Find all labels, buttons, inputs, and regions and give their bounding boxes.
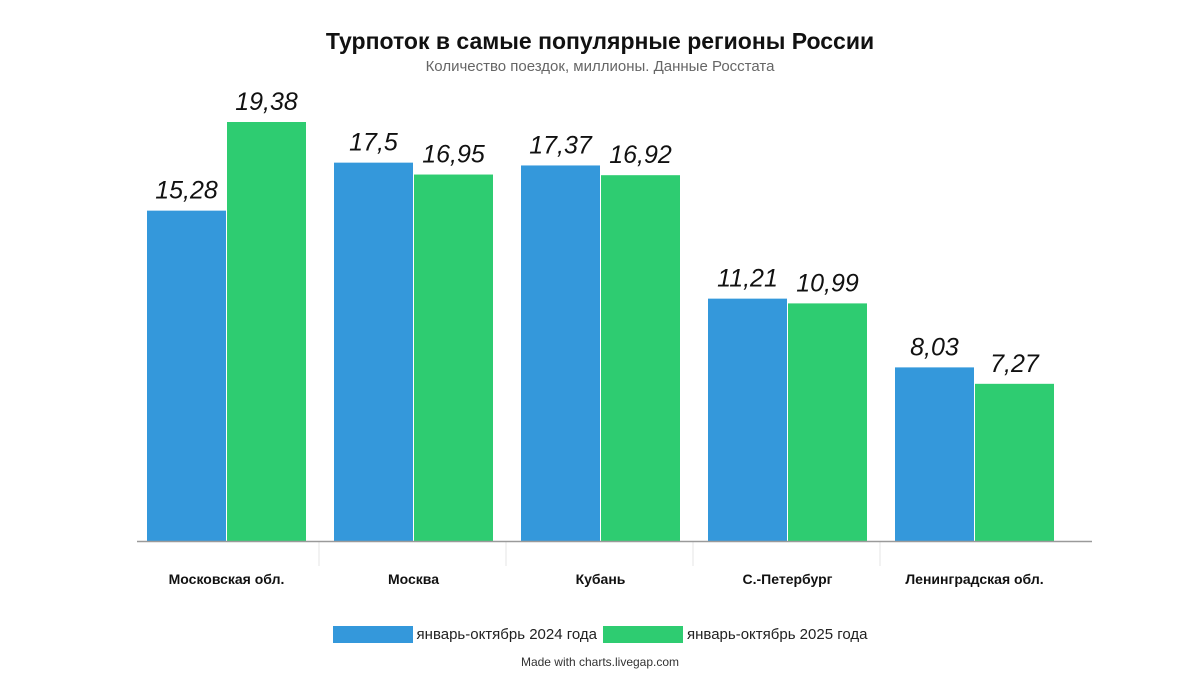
legend-swatch-2024	[332, 626, 413, 643]
legend-swatch-2025	[603, 626, 683, 643]
bar-1-2	[601, 175, 680, 541]
legend-label-2024: январь-октябрь 2024 года	[416, 626, 597, 643]
legend-label-2025: январь-октябрь 2025 года	[687, 626, 868, 643]
bar-0-0	[147, 210, 226, 541]
data-label: 17,37	[529, 131, 593, 159]
data-label: 15,28	[155, 177, 218, 205]
legend: январь-октябрь 2024 года январь-октябрь …	[0, 626, 1200, 643]
x-tick-label: Кубань	[576, 571, 626, 587]
bar-1-1	[414, 174, 493, 541]
legend-item-2024[interactable]: январь-октябрь 2024 года	[332, 626, 597, 643]
bar-0-3	[708, 298, 787, 541]
credit-text: Made with charts.livegap.com	[520, 655, 680, 669]
x-tick-label: Москва	[388, 571, 439, 587]
data-label: 10,99	[796, 269, 859, 297]
x-tick-label: Московская обл.	[169, 571, 285, 587]
bar-1-3	[788, 303, 867, 541]
bar-0-4	[895, 367, 974, 541]
data-label: 16,92	[609, 141, 672, 169]
data-label: 11,21	[717, 265, 778, 293]
data-label: 19,38	[235, 88, 298, 116]
bar-0-1	[334, 162, 413, 541]
chart-title: Турпоток в самые популярные регионы Росс…	[325, 28, 875, 54]
x-tick-label: Ленинградская обл.	[905, 571, 1043, 587]
x-tick-label: С.-Петербург	[743, 571, 833, 587]
legend-item-2025[interactable]: январь-октябрь 2025 года	[603, 626, 867, 643]
data-label: 7,27	[990, 350, 1040, 378]
data-label: 8,03	[910, 333, 959, 361]
data-label: 16,95	[422, 141, 485, 169]
bar-1-4	[975, 383, 1054, 541]
bar-0-2	[521, 165, 600, 541]
bar-1-0	[227, 122, 306, 541]
chart-subtitle: Количество поездок, миллионы. Данные Рос…	[425, 58, 775, 75]
data-label: 17,5	[349, 129, 398, 157]
